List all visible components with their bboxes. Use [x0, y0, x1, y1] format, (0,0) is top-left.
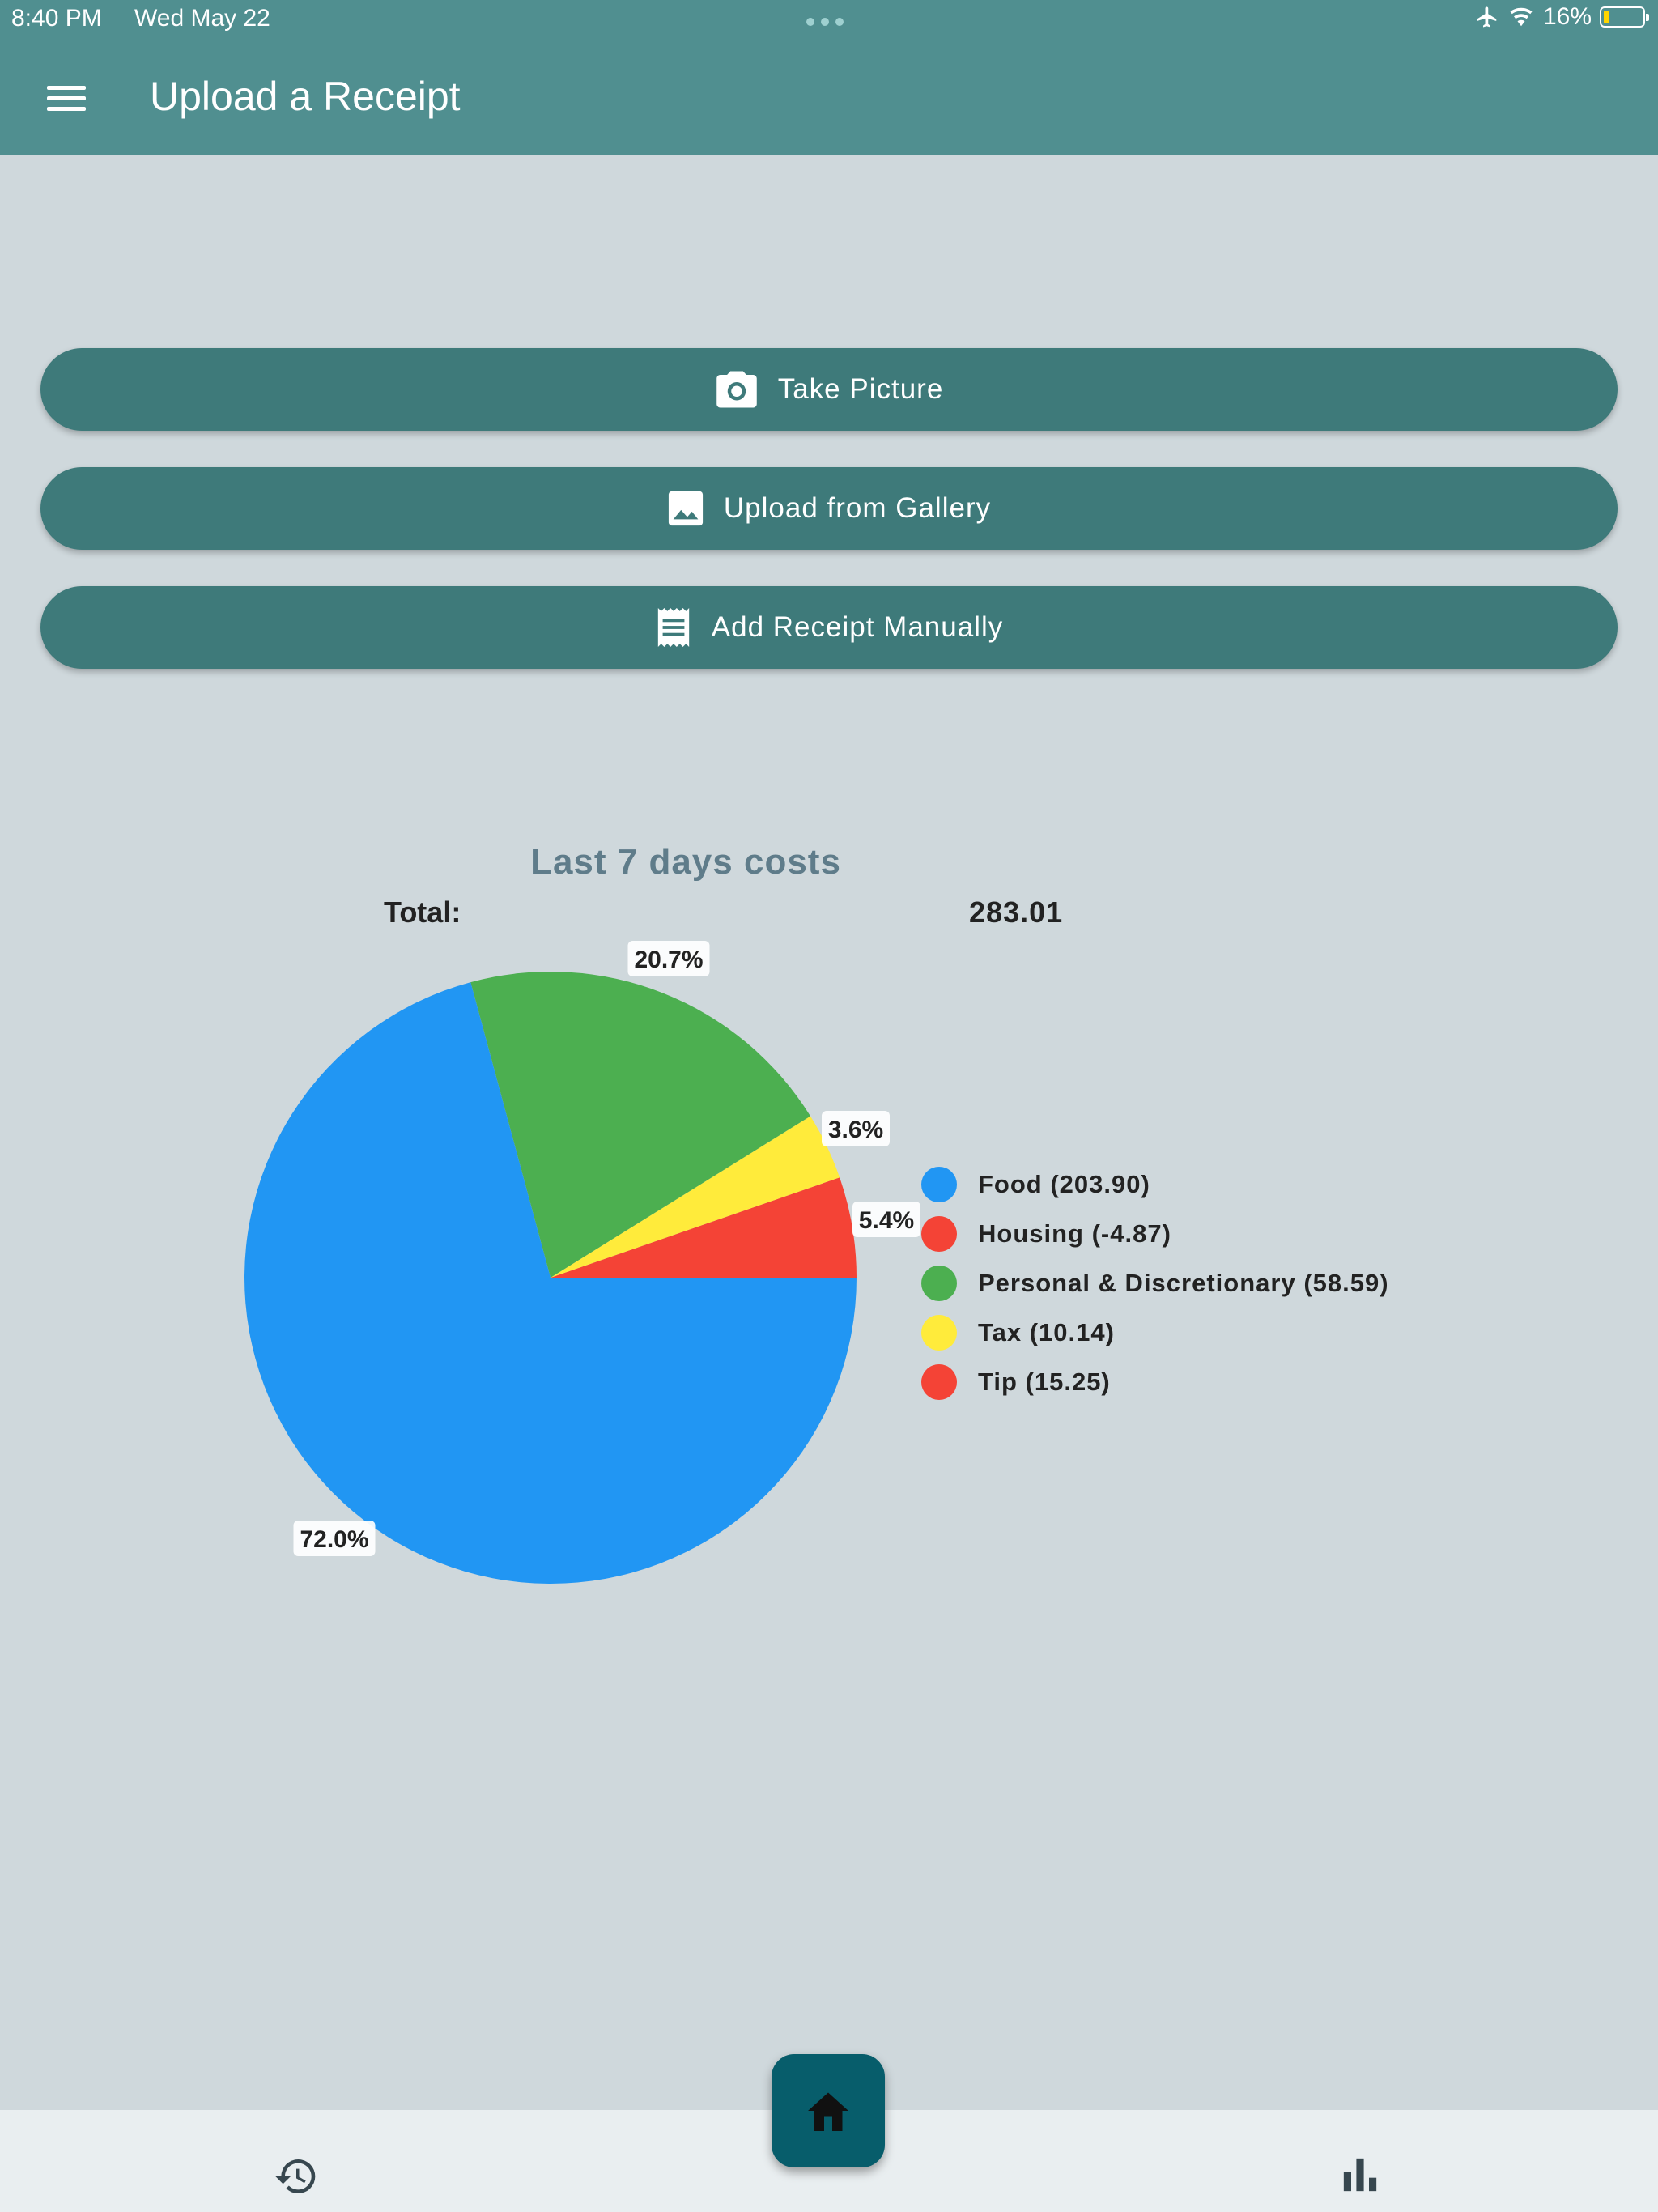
pie-data-label: 5.4%	[852, 1202, 920, 1237]
pie-data-label-text: 5.4%	[859, 1207, 914, 1234]
pie-data-label-text: 72.0%	[300, 1526, 368, 1553]
pie-slice-tip[interactable]	[551, 1177, 857, 1278]
home-icon	[808, 2092, 848, 2131]
page-title: Upload a Receipt	[150, 74, 461, 119]
status-right: 16%	[1475, 3, 1649, 31]
pie-data-label-text: 3.6%	[828, 1117, 883, 1143]
home-fab-button[interactable]	[772, 2054, 885, 2167]
battery-percent: 16%	[1542, 3, 1592, 30]
airplane-mode-icon	[1477, 6, 1497, 28]
image-icon	[668, 491, 703, 526]
legend-item: Tip (15.25)	[921, 1357, 1389, 1406]
take-picture-label: Take Picture	[777, 373, 944, 405]
wifi-icon	[1510, 7, 1533, 27]
legend-label: Food (203.90)	[978, 1169, 1150, 1198]
legend-color-dot	[921, 1265, 957, 1301]
pie-slice-food[interactable]	[244, 982, 857, 1585]
status-bar: 8:40 PM Wed May 22 16%	[0, 0, 1658, 40]
legend-label: Housing (-4.87)	[978, 1219, 1171, 1248]
legend-label: Tax (10.14)	[978, 1317, 1115, 1346]
upload-from-gallery-label: Upload from Gallery	[723, 492, 992, 524]
legend-color-dot	[921, 1215, 957, 1252]
pie-slice-personal-discretionary[interactable]	[470, 972, 811, 1278]
pie-data-label: 3.6%	[822, 1111, 890, 1146]
bar-chart-icon[interactable]	[1342, 2157, 1378, 2193]
legend-color-dot	[921, 1314, 957, 1351]
total-label: Total:	[384, 895, 461, 929]
chart-legend: Food (203.90) Housing (-4.87) Personal & D…	[921, 1159, 1389, 1406]
legend-item: Tax (10.14)	[921, 1308, 1389, 1357]
app-bar: Upload a Receipt	[0, 40, 1658, 155]
history-icon[interactable]	[274, 2154, 319, 2199]
upload-from-gallery-button[interactable]: Upload from Gallery	[40, 467, 1618, 550]
multitasking-dots-icon[interactable]	[806, 18, 844, 26]
status-date: Wed May 22	[134, 5, 270, 32]
legend-color-dot	[921, 1166, 957, 1202]
camera-icon	[716, 371, 757, 408]
add-receipt-manually-label: Add Receipt Manually	[711, 611, 1004, 643]
total-value: 283.01	[969, 895, 1064, 929]
take-picture-button[interactable]: Take Picture	[40, 348, 1618, 431]
legend-item: Food (203.90)	[921, 1159, 1389, 1209]
legend-color-dot	[921, 1363, 957, 1400]
pie-data-label: 20.7%	[627, 941, 710, 976]
pie-slice-tax[interactable]	[551, 1116, 840, 1278]
legend-item: Personal & Discretionary (58.59)	[921, 1258, 1389, 1308]
chart-title: Last 7 days costs	[530, 842, 841, 882]
pie-data-label: 72.0%	[293, 1521, 376, 1556]
legend-label: Personal & Discretionary (58.59)	[978, 1268, 1389, 1297]
add-receipt-manually-button[interactable]: Add Receipt Manually	[40, 586, 1618, 669]
legend-label: Tip (15.25)	[978, 1367, 1111, 1396]
receipt-icon	[657, 608, 689, 647]
hamburger-menu-icon[interactable]	[47, 86, 86, 112]
pie-data-label-text: 20.7%	[634, 946, 703, 973]
legend-item: Housing (-4.87)	[921, 1209, 1389, 1258]
status-time: 8:40 PM	[11, 5, 102, 32]
battery-icon	[1600, 6, 1649, 28]
